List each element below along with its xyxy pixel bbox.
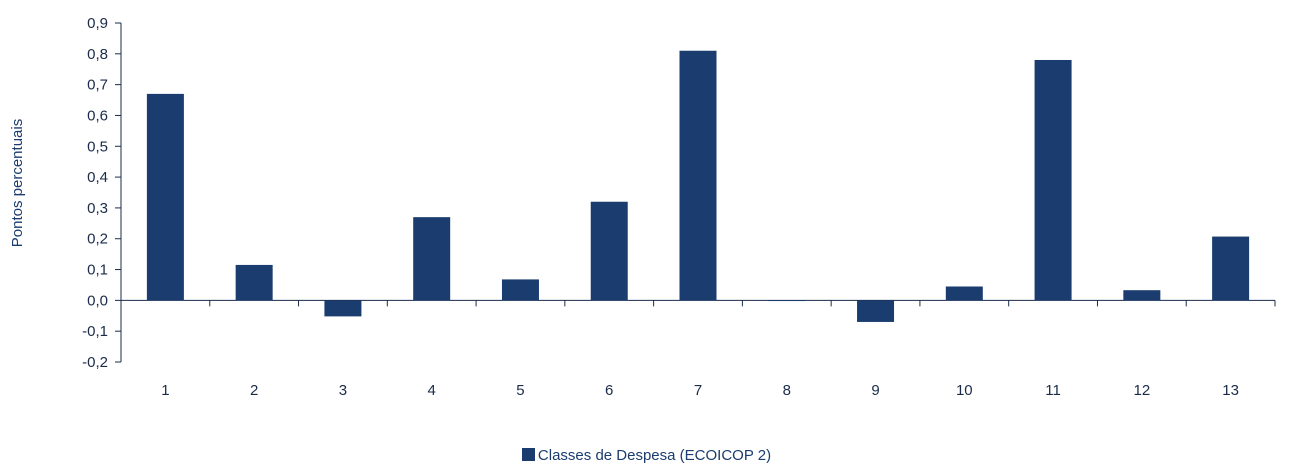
bar-13 — [1212, 236, 1250, 301]
y-tick-label: 0,6 — [87, 107, 108, 124]
y-tick-label: 0,1 — [87, 262, 108, 279]
x-tick-label: 3 — [339, 382, 347, 399]
y-tick-label: 0,5 — [87, 138, 108, 155]
legend-swatch — [521, 448, 535, 461]
y-tick-label: 0,2 — [87, 231, 108, 248]
y-tick-label: 0,8 — [87, 46, 108, 63]
bar-11 — [1034, 59, 1072, 301]
bar-6 — [590, 201, 628, 301]
x-tick-label: 11 — [1045, 382, 1061, 399]
legend: Classes de Despesa (ECOICOP 2) — [0, 447, 1293, 464]
y-tick-label: -0,2 — [82, 354, 108, 371]
bar-9 — [857, 300, 895, 322]
bar-4 — [413, 217, 451, 301]
x-tick-label: 1 — [161, 382, 169, 399]
y-axis: -0,2 -0,1 0,0 0,1 0,2 0,3 0,4 0,5 0,6 0,7 0,8 0,9 — [82, 15, 122, 371]
y-tick-label: 0,0 — [87, 292, 108, 309]
y-tick-label: 0,4 — [87, 169, 108, 186]
x-axis: 1 2 3 4 5 6 7 8 9 10 11 12 13 — [120, 299, 1276, 399]
bar-3 — [324, 300, 362, 317]
x-tick-label: 5 — [516, 382, 524, 399]
bar-5 — [501, 279, 539, 301]
y-tick-label: 0,9 — [87, 15, 108, 32]
y-tick-label: 0,3 — [87, 200, 108, 217]
bar-1 — [146, 93, 184, 301]
y-tick-label: -0,1 — [82, 323, 108, 340]
x-tick-label: 12 — [1134, 382, 1151, 399]
bar-series — [146, 50, 1250, 322]
x-tick-label: 10 — [956, 382, 973, 399]
legend-label: Classes de Despesa (ECOICOP 2) — [537, 447, 772, 464]
y-axis-title: Pontos percentuais — [9, 119, 26, 247]
x-tick-label: 7 — [694, 382, 702, 399]
bar-10 — [945, 286, 983, 301]
bar-7 — [679, 50, 717, 301]
bar-2 — [235, 264, 273, 301]
bar-12 — [1123, 290, 1161, 301]
x-tick-label: 4 — [428, 382, 436, 399]
bar-8 — [768, 300, 806, 302]
x-tick-label: 2 — [250, 382, 258, 399]
x-tick-label: 9 — [871, 382, 879, 399]
x-tick-label: 8 — [783, 382, 791, 399]
x-tick-label: 13 — [1222, 382, 1239, 399]
y-tick-label: 0,7 — [87, 77, 108, 94]
x-tick-label: 6 — [605, 382, 613, 399]
